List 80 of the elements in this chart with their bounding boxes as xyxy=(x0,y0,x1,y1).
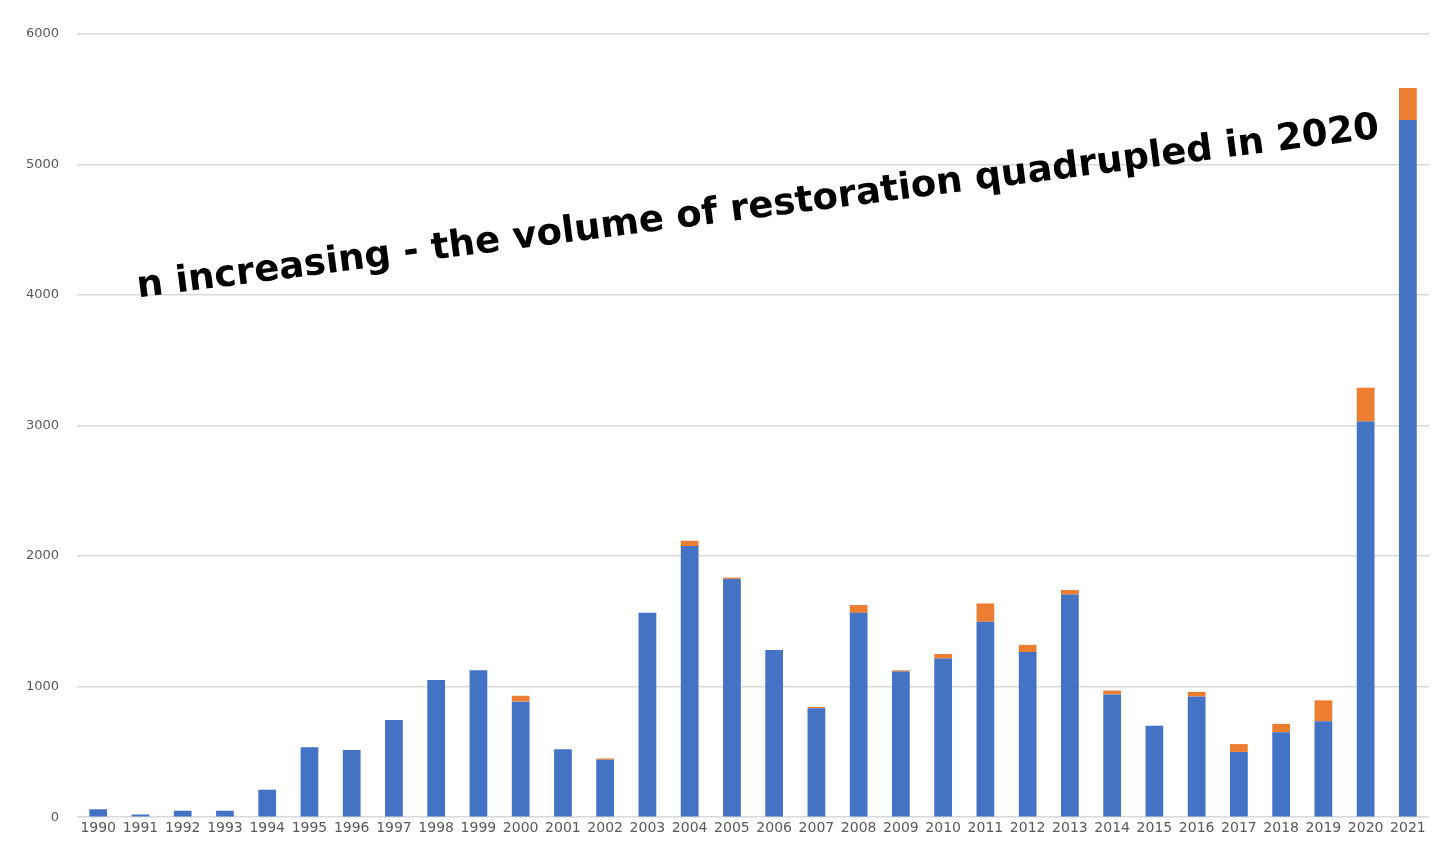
x-tick-label: 2001 xyxy=(545,819,581,836)
bar xyxy=(638,612,657,817)
x-tick-label: 1991 xyxy=(122,819,159,836)
bar xyxy=(1272,732,1291,817)
bar xyxy=(680,540,699,547)
x-tick-label: 2021 xyxy=(1390,819,1426,836)
bar xyxy=(849,605,868,613)
bar xyxy=(1314,700,1333,722)
bar xyxy=(511,695,530,702)
x-tick-label: 2006 xyxy=(756,819,793,836)
y-tick-label: 5000 xyxy=(25,155,60,171)
x-tick-label: 1990 xyxy=(80,819,117,836)
bar xyxy=(554,749,572,817)
bar xyxy=(1356,421,1375,817)
y-tick-label: 3000 xyxy=(25,416,60,432)
bar xyxy=(469,670,488,817)
x-tick-label: 2012 xyxy=(1009,819,1046,836)
bar xyxy=(892,671,910,817)
x-tick-label: 2014 xyxy=(1094,819,1131,836)
x-tick-label: 2009 xyxy=(883,819,919,836)
bar xyxy=(300,747,319,817)
bar xyxy=(385,719,403,817)
x-tick-label: 1995 xyxy=(291,819,328,836)
bar xyxy=(342,749,361,817)
x-tick-label: 2003 xyxy=(629,819,666,836)
bar xyxy=(1187,696,1206,817)
x-tick-label: 1997 xyxy=(376,819,412,836)
bar xyxy=(765,650,784,817)
bar xyxy=(1356,387,1375,422)
x-tick-label: 2013 xyxy=(1052,819,1088,836)
x-tick-label: 2017 xyxy=(1221,819,1257,836)
x-tick-label: 2019 xyxy=(1305,819,1342,836)
bar xyxy=(1061,590,1079,595)
x-tick-label: 2020 xyxy=(1347,819,1384,836)
bar xyxy=(1230,751,1248,817)
x-tick-label: 2000 xyxy=(502,819,539,836)
bar xyxy=(807,708,826,817)
bar xyxy=(680,546,699,817)
y-tick-label: 6000 xyxy=(25,25,60,41)
bar xyxy=(976,621,995,817)
bar xyxy=(1145,725,1164,817)
x-tick-label: 1994 xyxy=(249,819,286,836)
bar xyxy=(1272,723,1291,733)
bar xyxy=(1018,644,1037,653)
y-tick-label: 2000 xyxy=(25,547,60,563)
x-tick-label: 1992 xyxy=(164,819,201,836)
y-tick-label: 0 xyxy=(50,808,60,824)
x-tick-label: 1996 xyxy=(333,819,370,836)
bar xyxy=(934,653,953,659)
bar xyxy=(1399,119,1417,817)
bar xyxy=(1230,744,1248,752)
bar xyxy=(596,759,615,817)
x-tick-label: 2010 xyxy=(925,819,961,836)
bar xyxy=(976,603,995,622)
x-tick-label: 2011 xyxy=(967,819,1004,836)
x-tick-label: 1998 xyxy=(418,819,455,836)
bar xyxy=(1061,594,1079,817)
bar xyxy=(1399,87,1417,120)
bar xyxy=(934,658,953,817)
bar xyxy=(258,789,277,817)
x-tick-label: 2004 xyxy=(671,819,708,836)
x-tick-label: 2018 xyxy=(1263,819,1299,836)
x-tick-label: 2002 xyxy=(587,819,623,836)
bar xyxy=(511,701,530,817)
x-tick-label: 2007 xyxy=(798,819,835,836)
bar xyxy=(849,612,868,817)
bar xyxy=(1103,694,1122,817)
bar xyxy=(1018,652,1037,817)
bar xyxy=(89,809,108,817)
x-tick-label: 1999 xyxy=(460,819,497,836)
x-tick-label: 2008 xyxy=(840,819,877,836)
y-tick-label: 1000 xyxy=(25,678,60,694)
y-tick-label: 4000 xyxy=(25,286,60,302)
bar xyxy=(1314,721,1333,817)
x-tick-label: 2015 xyxy=(1136,819,1173,836)
x-tick-label: 2016 xyxy=(1178,819,1215,836)
bar xyxy=(723,578,741,817)
x-tick-label: 2005 xyxy=(714,819,750,836)
x-tick-label: 1993 xyxy=(207,819,243,836)
bar xyxy=(427,680,446,817)
